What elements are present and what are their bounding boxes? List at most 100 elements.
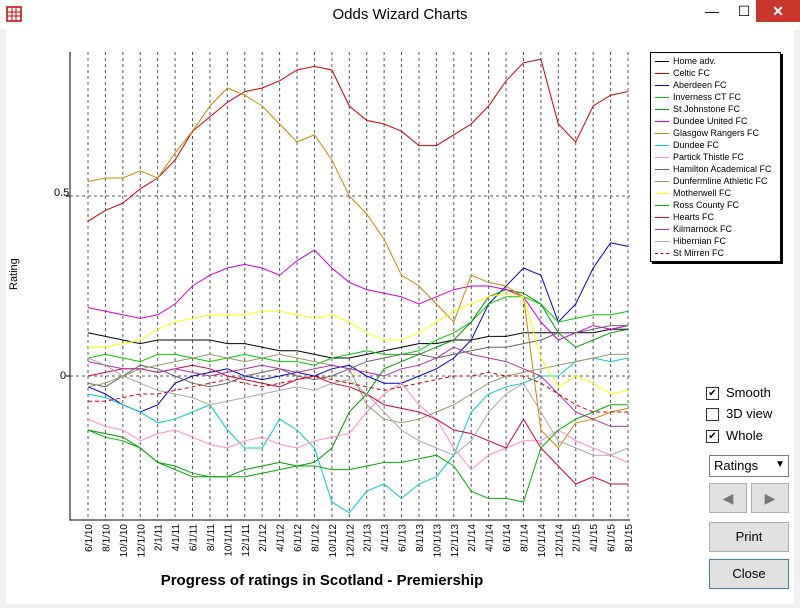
series-line-inverness-ct-fc xyxy=(87,296,629,366)
legend-label: Celtic FC xyxy=(673,68,711,78)
mode-select[interactable]: Ratings ▼ xyxy=(709,455,789,477)
whole-label: Whole xyxy=(726,428,763,443)
legend-label: Hibernian FC xyxy=(673,236,727,246)
minimize-button[interactable]: — xyxy=(705,3,719,19)
legend-item: Glasgow Rangers FC xyxy=(651,128,780,140)
legend-item: Dunfermline Athletic FC xyxy=(651,176,780,188)
legend-swatch xyxy=(655,229,669,230)
legend-swatch xyxy=(655,109,669,110)
legend-swatch xyxy=(655,97,669,98)
checkbox-box[interactable] xyxy=(706,408,719,421)
x-tick-label: 2/1/11 xyxy=(154,524,165,551)
legend-item: Dundee FC xyxy=(651,140,780,152)
legend-swatch xyxy=(655,121,669,122)
chevron-down-icon[interactable]: ▼ xyxy=(775,459,785,470)
legend-swatch xyxy=(655,217,669,218)
window-close-button[interactable]: ✕ xyxy=(756,0,800,22)
axis-lines xyxy=(69,52,630,521)
legend-item: St Mirren FC xyxy=(651,248,780,260)
x-tick-label: 12/1/14 xyxy=(554,524,565,558)
legend-item: Hibernian FC xyxy=(651,236,780,248)
y-tick-label: 0.5 xyxy=(54,187,70,199)
legend-label: Inverness CT FC xyxy=(673,92,741,102)
legend-label: Dunfermline Athletic FC xyxy=(673,176,768,186)
legend-label: Hamilton Academical FC xyxy=(673,164,772,174)
x-tick-label: 2/1/13 xyxy=(363,524,374,552)
legend-swatch xyxy=(655,73,669,74)
x-tick-label: 8/1/10 xyxy=(101,524,112,552)
series-line-partick-thistle-fc xyxy=(87,382,629,471)
x-tick-label: 10/1/10 xyxy=(119,524,130,558)
x-tick-label: 8/1/15 xyxy=(624,524,635,552)
series-line-kilmarnock-fc xyxy=(87,346,628,427)
legend-label: Motherwell FC xyxy=(673,188,732,198)
x-tick-label: 12/1/13 xyxy=(450,524,461,558)
x-tick-label: 4/1/15 xyxy=(589,524,600,552)
legend-swatch xyxy=(655,61,669,62)
x-tick-label: 6/1/10 xyxy=(84,524,95,552)
legend-label: Kilmarnock FC xyxy=(673,224,733,234)
legend-swatch xyxy=(655,193,669,194)
y-tick-label: 0 xyxy=(60,370,67,382)
x-tick-label: 8/1/12 xyxy=(310,524,321,552)
legend-item: Hearts FC xyxy=(651,212,780,224)
series-line-st-mirren-fc xyxy=(88,371,628,413)
legend-label: Hearts FC xyxy=(673,212,715,222)
app-grid-icon xyxy=(6,6,22,22)
chart-title: Progress of ratings in Scotland - Premie… xyxy=(160,572,484,589)
legend: Home adv. Celtic FC Aberdeen FC Inverness C… xyxy=(650,52,781,262)
maximize-button[interactable]: ☐ xyxy=(737,3,751,19)
series-line-hearts-fc xyxy=(87,364,628,485)
checkbox-box[interactable]: ✔ xyxy=(706,387,719,400)
smooth-label: Smooth xyxy=(726,385,771,400)
x-tick-label: 6/1/11 xyxy=(189,524,200,551)
legend-swatch xyxy=(655,145,669,146)
legend-swatch xyxy=(655,133,669,134)
print-button[interactable]: Print xyxy=(709,522,789,552)
x-tick-label: 12/1/11 xyxy=(241,524,252,557)
series-line-celtic-fc xyxy=(87,58,629,222)
legend-item: St Johnstone FC xyxy=(651,104,780,116)
series-line-glasgow-rangers-fc xyxy=(87,87,629,449)
legend-swatch xyxy=(655,85,669,86)
legend-label: Ross County FC xyxy=(673,200,740,210)
legend-swatch xyxy=(655,169,669,170)
legend-swatch xyxy=(655,241,669,242)
legend-item: Aberdeen FC xyxy=(651,80,780,92)
legend-swatch xyxy=(655,181,669,182)
x-tick-label: 8/1/14 xyxy=(519,524,530,552)
x-tick-label: 10/1/14 xyxy=(537,524,548,558)
series-line-ross-county-fc xyxy=(87,404,628,503)
legend-label: Glasgow Rangers FC xyxy=(673,128,760,138)
legend-item: Celtic FC xyxy=(651,68,780,80)
x-tick-label: 12/1/12 xyxy=(345,524,356,558)
series-line-st-johnstone-fc xyxy=(87,289,629,478)
legend-label: Dundee FC xyxy=(673,140,720,150)
x-tick-label: 10/1/13 xyxy=(432,524,443,558)
series-line-dundee-united-fc xyxy=(87,249,629,341)
legend-label: Dundee United FC xyxy=(673,116,748,126)
legend-swatch xyxy=(655,253,669,254)
series-line-hibernian-fc xyxy=(87,357,629,456)
legend-label: Home adv. xyxy=(673,56,716,66)
title-bar: Odds Wizard Charts — ☐ ✕ xyxy=(0,0,800,31)
x-tick-label: 2/1/14 xyxy=(467,524,478,552)
x-tick-label: 10/1/12 xyxy=(328,524,339,558)
legend-label: St Johnstone FC xyxy=(673,104,741,114)
series-line-hamilton-academical-fc xyxy=(87,325,628,388)
legend-item: Dundee United FC xyxy=(651,116,780,128)
next-button[interactable]: ▶ xyxy=(751,483,789,513)
prev-button[interactable]: ◀ xyxy=(709,483,747,513)
legend-label: Aberdeen FC xyxy=(673,80,727,90)
close-button[interactable]: Close xyxy=(709,559,789,589)
legend-swatch xyxy=(655,205,669,206)
x-tick-label: 8/1/13 xyxy=(415,524,426,552)
legend-label: St Mirren FC xyxy=(673,248,725,258)
legend-item: Inverness CT FC xyxy=(651,92,780,104)
legend-swatch xyxy=(655,157,669,158)
checkbox-box[interactable]: ✔ xyxy=(706,430,719,443)
legend-label: Partick Thistle FC xyxy=(673,152,744,162)
x-tick-label: 4/1/11 xyxy=(171,524,182,551)
legend-item: Ross County FC xyxy=(651,200,780,212)
